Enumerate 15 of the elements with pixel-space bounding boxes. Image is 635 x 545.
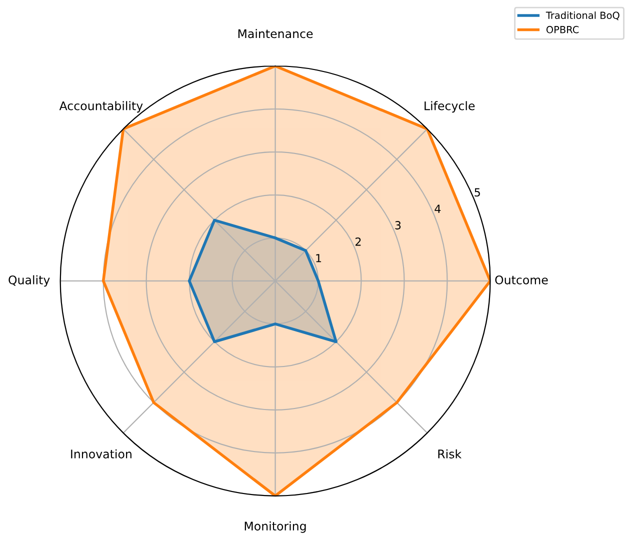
legend-label: Traditional BoQ bbox=[546, 11, 620, 20]
spoke-label: Maintenance bbox=[238, 29, 313, 38]
y-tick-label: 2 bbox=[356, 237, 361, 246]
spoke-label: Risk bbox=[438, 449, 462, 458]
spoke-label: Monitoring bbox=[244, 521, 306, 533]
spoke-label: Lifecycle bbox=[424, 101, 475, 113]
legend-label: OPBRC bbox=[546, 26, 579, 34]
spoke-label: Accountability bbox=[59, 101, 143, 113]
y-tick-label: 5 bbox=[474, 188, 480, 197]
y-tick-label: 1 bbox=[316, 254, 322, 262]
y-tick-label: 4 bbox=[434, 204, 441, 213]
y-tick-label: 3 bbox=[395, 221, 401, 230]
spoke-label: Outcome bbox=[495, 275, 548, 284]
spoke-label: Quality bbox=[8, 275, 50, 287]
spoke-label: Innovation bbox=[71, 449, 132, 458]
